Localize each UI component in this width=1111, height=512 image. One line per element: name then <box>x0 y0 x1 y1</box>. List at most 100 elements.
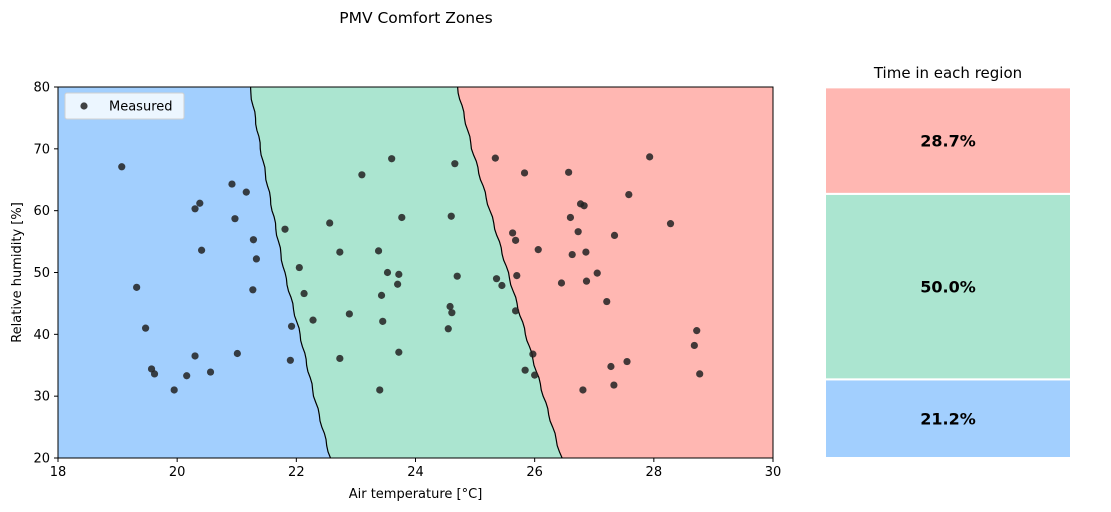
x-tick-label: 22 <box>288 465 305 480</box>
y-axis-ticks: 20 30 40 50 60 70 80 <box>33 81 58 467</box>
data-point <box>568 250 576 259</box>
region-cool <box>58 87 331 458</box>
data-point <box>233 349 241 358</box>
y-tick-label: 30 <box>33 390 50 405</box>
data-point <box>374 247 383 255</box>
data-point <box>150 370 159 378</box>
data-point <box>336 354 344 363</box>
data-point <box>690 341 698 350</box>
x-tick-label: 26 <box>526 465 543 480</box>
data-point <box>579 386 587 394</box>
bar-segment-neutral <box>824 192 1072 381</box>
data-point <box>358 171 366 179</box>
x-tick-label: 20 <box>169 465 186 480</box>
data-point <box>141 324 150 332</box>
x-tick-label: 30 <box>765 465 782 480</box>
data-point <box>603 297 611 306</box>
data-point <box>309 316 317 324</box>
bar-segment-warm <box>824 86 1072 195</box>
data-point <box>300 289 308 298</box>
bar-value-label: 21.2% <box>920 410 976 429</box>
data-point <box>170 386 178 394</box>
data-point <box>451 160 459 168</box>
data-point <box>377 291 386 299</box>
legend-box <box>64 92 185 120</box>
y-tick-label: 50 <box>33 266 50 281</box>
x-tick-label: 24 <box>407 465 424 480</box>
region-time-bar: Time in each region 21.2% 50.0% 28.7% <box>824 64 1072 459</box>
data-point <box>206 368 215 376</box>
data-point <box>513 271 521 280</box>
region-warm <box>457 87 773 458</box>
data-point <box>345 310 353 318</box>
data-point <box>326 219 334 227</box>
y-tick-label: 20 <box>33 452 50 467</box>
y-tick-label: 40 <box>33 328 50 343</box>
y-axis-label: Relative humidity [%] <box>10 202 25 343</box>
data-point <box>383 268 392 277</box>
data-point <box>242 188 250 196</box>
data-point <box>574 228 582 236</box>
bar-segment-cool <box>824 378 1072 459</box>
data-point <box>557 279 566 287</box>
data-point <box>376 386 384 394</box>
data-point <box>511 307 520 315</box>
data-point <box>566 213 575 222</box>
data-point <box>529 350 537 358</box>
data-point <box>198 246 206 254</box>
data-point <box>398 213 406 222</box>
data-point <box>379 317 387 325</box>
data-point <box>336 248 344 256</box>
boundary-line-upper <box>457 86 563 459</box>
region-neutral <box>250 87 563 458</box>
data-point <box>593 269 601 277</box>
data-point <box>521 366 529 374</box>
y-tick-label: 60 <box>33 204 50 219</box>
data-point <box>287 322 296 330</box>
data-point <box>444 325 452 333</box>
legend-marker <box>80 102 88 110</box>
data-point <box>118 163 126 171</box>
data-point <box>498 281 506 290</box>
data-point <box>133 283 141 291</box>
data-point <box>696 370 704 378</box>
data-point <box>625 190 633 199</box>
data-point <box>610 381 618 389</box>
data-point <box>646 153 654 161</box>
data-point <box>693 327 701 335</box>
measured-points <box>118 153 704 394</box>
data-point <box>295 263 303 272</box>
comfort-regions <box>58 86 773 459</box>
y-tick-label: 70 <box>33 142 50 157</box>
data-point <box>231 215 239 223</box>
data-point <box>491 154 499 162</box>
data-point <box>666 220 675 228</box>
y-tick-label: 80 <box>33 81 50 96</box>
legend-label-measured: Measured <box>109 100 173 115</box>
data-point <box>191 205 199 213</box>
data-point <box>249 236 258 244</box>
data-point <box>509 229 517 237</box>
data-point <box>492 275 501 283</box>
x-tick-label: 28 <box>646 465 663 480</box>
data-point <box>448 309 456 317</box>
bar-value-label: 50.0% <box>920 278 976 297</box>
data-point <box>183 372 191 380</box>
x-axis-label: Air temperature [°C] <box>349 487 483 502</box>
stacked-bars: 21.2% 50.0% 28.7% <box>824 86 1072 459</box>
data-point <box>531 371 539 379</box>
data-point <box>453 272 461 280</box>
figure-title: PMV Comfort Zones <box>339 9 493 27</box>
data-point <box>191 352 199 360</box>
data-point <box>252 255 261 263</box>
bar-value-label: 28.7% <box>920 132 976 151</box>
data-point <box>511 236 520 244</box>
data-point <box>580 202 588 210</box>
data-point <box>446 302 454 311</box>
data-point <box>395 348 403 356</box>
boundary-line-lower <box>249 86 332 459</box>
data-point <box>228 180 236 188</box>
